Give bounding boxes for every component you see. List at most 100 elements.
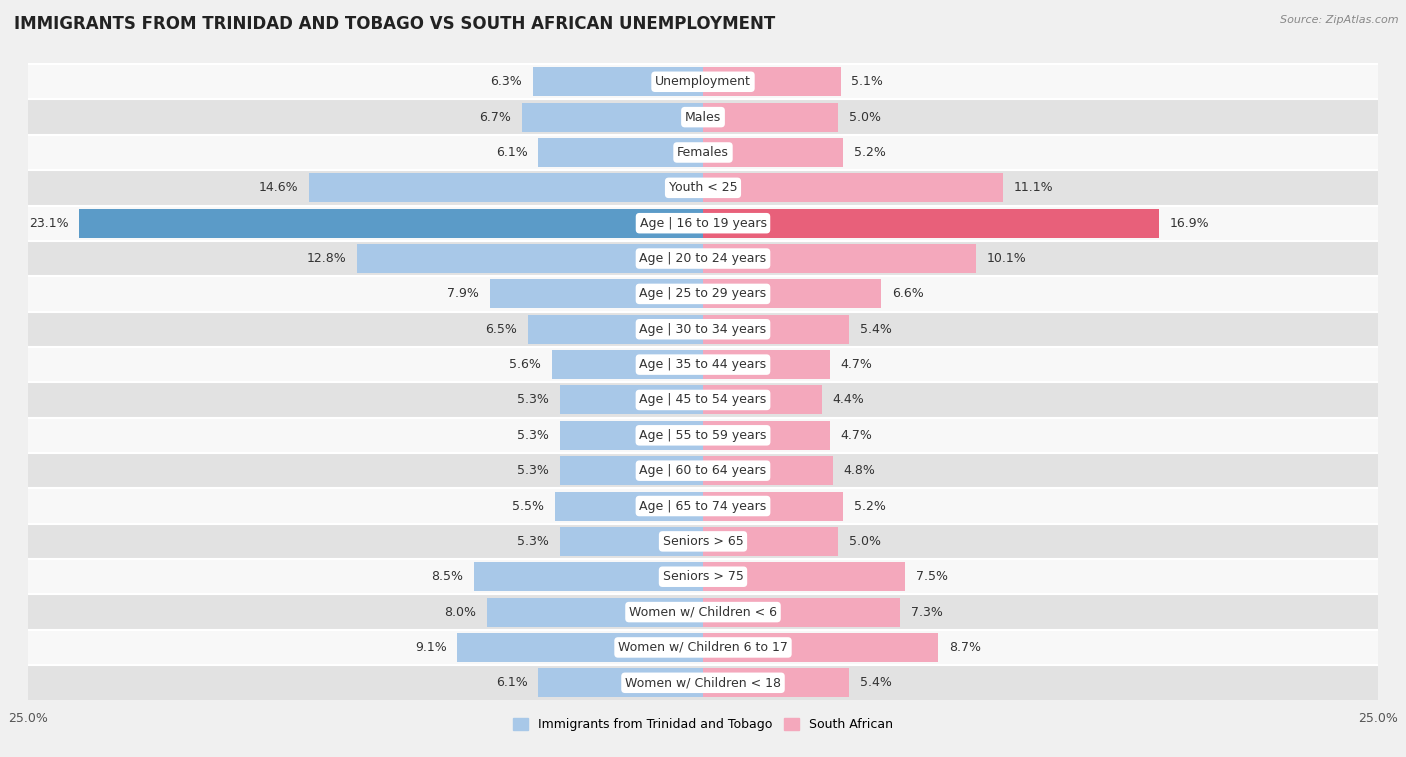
Bar: [28, 524, 1378, 559]
Text: 5.0%: 5.0%: [849, 111, 880, 123]
Text: 7.9%: 7.9%: [447, 288, 479, 301]
Text: 8.5%: 8.5%: [430, 570, 463, 583]
Bar: [560, 456, 703, 485]
Bar: [703, 103, 838, 132]
Text: Source: ZipAtlas.com: Source: ZipAtlas.com: [1281, 15, 1399, 25]
Text: 5.3%: 5.3%: [517, 394, 550, 407]
Bar: [309, 173, 703, 202]
Bar: [28, 382, 1378, 418]
Bar: [28, 312, 1378, 347]
Text: Age | 16 to 19 years: Age | 16 to 19 years: [640, 217, 766, 229]
Bar: [79, 209, 703, 238]
Text: 10.1%: 10.1%: [987, 252, 1026, 265]
Text: Women w/ Children 6 to 17: Women w/ Children 6 to 17: [619, 641, 787, 654]
Bar: [28, 418, 1378, 453]
Bar: [554, 491, 703, 521]
Text: 5.4%: 5.4%: [859, 676, 891, 690]
Text: 8.7%: 8.7%: [949, 641, 980, 654]
Bar: [560, 385, 703, 415]
Bar: [28, 135, 1378, 170]
Bar: [703, 138, 844, 167]
Bar: [703, 491, 844, 521]
Bar: [703, 385, 821, 415]
Text: 5.2%: 5.2%: [855, 500, 886, 512]
Bar: [28, 241, 1378, 276]
Text: Age | 30 to 34 years: Age | 30 to 34 years: [640, 322, 766, 336]
Text: 16.9%: 16.9%: [1170, 217, 1209, 229]
Bar: [703, 562, 905, 591]
Text: 5.1%: 5.1%: [852, 75, 883, 89]
Bar: [28, 630, 1378, 665]
Bar: [703, 279, 882, 308]
Text: Age | 25 to 29 years: Age | 25 to 29 years: [640, 288, 766, 301]
Bar: [28, 559, 1378, 594]
Text: 5.6%: 5.6%: [509, 358, 541, 371]
Text: Age | 60 to 64 years: Age | 60 to 64 years: [640, 464, 766, 477]
Text: 5.3%: 5.3%: [517, 464, 550, 477]
Text: Unemployment: Unemployment: [655, 75, 751, 89]
Text: 5.0%: 5.0%: [849, 535, 880, 548]
Bar: [28, 453, 1378, 488]
Text: Youth < 25: Youth < 25: [669, 182, 737, 195]
Bar: [703, 456, 832, 485]
Text: 5.3%: 5.3%: [517, 428, 550, 442]
Bar: [474, 562, 703, 591]
Bar: [703, 527, 838, 556]
Text: Women w/ Children < 18: Women w/ Children < 18: [626, 676, 780, 690]
Bar: [28, 347, 1378, 382]
Text: 7.3%: 7.3%: [911, 606, 943, 618]
Bar: [527, 315, 703, 344]
Text: 12.8%: 12.8%: [307, 252, 347, 265]
Bar: [538, 138, 703, 167]
Bar: [551, 350, 703, 379]
Text: 4.7%: 4.7%: [841, 428, 873, 442]
Text: 6.7%: 6.7%: [479, 111, 512, 123]
Text: 6.6%: 6.6%: [891, 288, 924, 301]
Text: 4.8%: 4.8%: [844, 464, 876, 477]
Bar: [522, 103, 703, 132]
Text: 6.3%: 6.3%: [491, 75, 522, 89]
Text: 9.1%: 9.1%: [415, 641, 447, 654]
Text: 5.3%: 5.3%: [517, 535, 550, 548]
Text: Age | 20 to 24 years: Age | 20 to 24 years: [640, 252, 766, 265]
Bar: [28, 276, 1378, 312]
Bar: [560, 421, 703, 450]
Text: 5.5%: 5.5%: [512, 500, 544, 512]
Text: Age | 65 to 74 years: Age | 65 to 74 years: [640, 500, 766, 512]
Text: 14.6%: 14.6%: [259, 182, 298, 195]
Bar: [703, 67, 841, 96]
Text: Males: Males: [685, 111, 721, 123]
Text: 6.5%: 6.5%: [485, 322, 517, 336]
Text: Age | 35 to 44 years: Age | 35 to 44 years: [640, 358, 766, 371]
Text: Women w/ Children < 6: Women w/ Children < 6: [628, 606, 778, 618]
Bar: [489, 279, 703, 308]
Text: 4.7%: 4.7%: [841, 358, 873, 371]
Bar: [357, 244, 703, 273]
Bar: [703, 315, 849, 344]
Bar: [538, 668, 703, 697]
Text: 5.2%: 5.2%: [855, 146, 886, 159]
Text: 11.1%: 11.1%: [1014, 182, 1053, 195]
Bar: [703, 633, 938, 662]
Bar: [703, 421, 830, 450]
Text: 7.5%: 7.5%: [917, 570, 948, 583]
Legend: Immigrants from Trinidad and Tobago, South African: Immigrants from Trinidad and Tobago, Sou…: [508, 713, 898, 737]
Text: Age | 55 to 59 years: Age | 55 to 59 years: [640, 428, 766, 442]
Bar: [703, 350, 830, 379]
Bar: [703, 209, 1159, 238]
Text: IMMIGRANTS FROM TRINIDAD AND TOBAGO VS SOUTH AFRICAN UNEMPLOYMENT: IMMIGRANTS FROM TRINIDAD AND TOBAGO VS S…: [14, 15, 775, 33]
Text: Females: Females: [678, 146, 728, 159]
Bar: [28, 488, 1378, 524]
Bar: [703, 244, 976, 273]
Bar: [28, 594, 1378, 630]
Text: 8.0%: 8.0%: [444, 606, 477, 618]
Bar: [28, 170, 1378, 205]
Bar: [560, 527, 703, 556]
Text: 5.4%: 5.4%: [859, 322, 891, 336]
Bar: [28, 64, 1378, 99]
Text: 4.4%: 4.4%: [832, 394, 865, 407]
Bar: [457, 633, 703, 662]
Text: 6.1%: 6.1%: [496, 146, 527, 159]
Text: 23.1%: 23.1%: [30, 217, 69, 229]
Text: 6.1%: 6.1%: [496, 676, 527, 690]
